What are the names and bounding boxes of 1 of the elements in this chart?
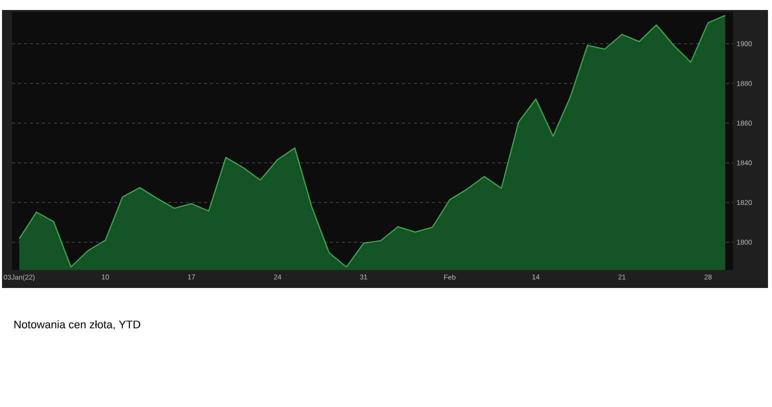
text: Notowania cen złota, YTD [14, 320, 140, 330]
